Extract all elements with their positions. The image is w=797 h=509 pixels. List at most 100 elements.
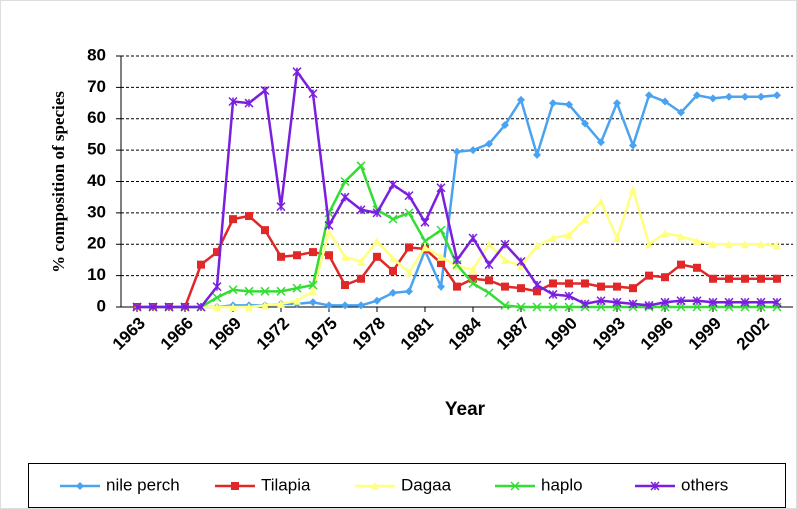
marker	[469, 146, 477, 155]
marker	[581, 215, 589, 224]
marker	[212, 293, 222, 303]
marker	[404, 208, 414, 218]
marker	[661, 229, 669, 238]
marker	[581, 119, 589, 128]
legend-label: others	[681, 475, 728, 494]
marker	[229, 303, 237, 311]
marker	[260, 286, 270, 296]
marker	[645, 271, 653, 280]
marker	[277, 299, 285, 308]
marker	[597, 282, 605, 291]
marker	[725, 92, 733, 101]
marker	[693, 91, 701, 100]
marker	[373, 237, 381, 246]
marker	[708, 297, 718, 307]
marker	[533, 150, 541, 159]
marker	[533, 241, 541, 250]
marker	[613, 99, 621, 108]
marker	[644, 300, 654, 310]
marker	[309, 298, 317, 307]
y-tick-label: 30	[87, 202, 106, 221]
marker	[421, 243, 429, 252]
marker	[596, 296, 606, 306]
marker	[164, 302, 174, 312]
y-tick-label: 40	[87, 171, 106, 190]
marker	[661, 273, 669, 282]
marker	[276, 286, 286, 296]
marker	[612, 297, 622, 307]
marker	[485, 276, 493, 285]
marker	[292, 283, 302, 293]
marker	[549, 233, 557, 242]
marker	[773, 241, 781, 250]
marker	[740, 297, 750, 307]
marker	[709, 240, 717, 249]
y-tick-label: 20	[87, 234, 106, 253]
marker	[373, 296, 381, 305]
y-tick-label: 70	[87, 77, 106, 96]
marker	[453, 282, 461, 291]
marker	[516, 256, 526, 267]
marker	[500, 239, 510, 249]
marker	[372, 208, 382, 218]
marker	[452, 255, 462, 265]
y-tick-label: 0	[97, 296, 106, 315]
marker	[340, 176, 350, 187]
marker	[725, 240, 733, 249]
marker	[533, 287, 541, 296]
legend-label: Tilapia	[261, 475, 311, 494]
marker	[357, 257, 365, 266]
marker	[757, 92, 765, 101]
marker	[420, 236, 430, 246]
marker	[517, 284, 525, 293]
marker	[773, 274, 781, 283]
marker	[308, 89, 318, 99]
marker	[709, 94, 717, 103]
marker	[548, 289, 558, 299]
marker	[213, 303, 221, 311]
marker	[677, 260, 685, 269]
marker	[757, 240, 765, 249]
marker	[277, 252, 285, 261]
marker	[229, 215, 237, 224]
marker	[516, 302, 526, 312]
marker	[564, 302, 574, 312]
marker	[501, 121, 509, 130]
marker	[340, 192, 350, 202]
legend-marker	[231, 482, 239, 490]
marker	[485, 139, 493, 148]
marker	[613, 233, 621, 242]
marker	[436, 183, 446, 193]
marker	[437, 252, 445, 261]
marker	[628, 299, 638, 309]
marker	[132, 302, 142, 312]
marker	[213, 248, 221, 257]
marker	[292, 67, 302, 77]
marker	[436, 225, 446, 235]
marker	[580, 299, 590, 309]
x-axis-title: Year	[445, 399, 486, 420]
marker	[404, 191, 414, 201]
y-tick-label: 60	[87, 108, 106, 127]
marker	[549, 99, 557, 108]
marker	[197, 260, 205, 269]
marker	[725, 274, 733, 283]
marker	[629, 185, 637, 194]
marker	[245, 212, 253, 221]
marker	[389, 254, 397, 263]
marker	[565, 279, 573, 288]
marker	[261, 301, 269, 310]
marker	[148, 302, 158, 312]
marker	[597, 138, 605, 147]
marker	[564, 291, 574, 301]
marker	[613, 282, 621, 291]
marker	[437, 282, 445, 291]
marker	[645, 240, 653, 249]
marker	[677, 232, 685, 241]
marker	[309, 248, 317, 257]
marker	[356, 205, 366, 215]
marker	[757, 274, 765, 283]
marker	[373, 252, 381, 261]
marker	[773, 91, 781, 100]
